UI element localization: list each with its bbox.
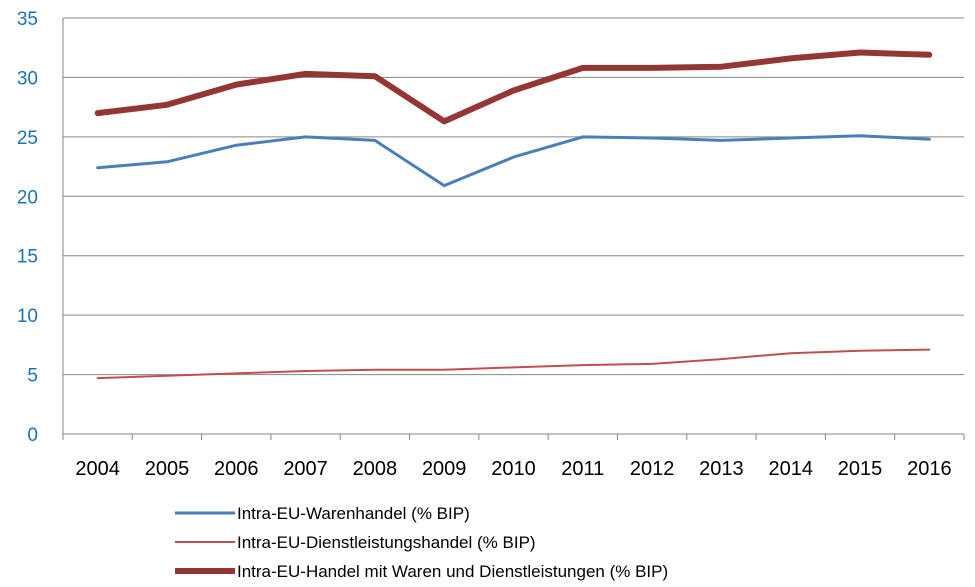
y-tick-label: 35 xyxy=(17,9,38,30)
series-lines xyxy=(94,49,933,380)
x-tick-label: 2013 xyxy=(699,458,744,480)
y-tick-label: 20 xyxy=(17,187,38,208)
x-tick-label: 2004 xyxy=(75,458,120,480)
x-tick-label: 2012 xyxy=(630,458,675,480)
y-tick-label: 30 xyxy=(17,68,38,89)
gridlines xyxy=(63,17,964,376)
y-tick-label: 0 xyxy=(27,425,38,446)
series-line-2 xyxy=(96,348,931,380)
series-line-1 xyxy=(96,134,931,188)
y-tick-label: 15 xyxy=(17,247,38,268)
x-tick-label: 2014 xyxy=(768,458,813,480)
legend-label: Intra-EU-Dienstleistungshandel (% BIP) xyxy=(237,533,536,552)
x-axis-ticks: 2004 2005 2006 2007 2008 2009 2010 2011 2012 2013… xyxy=(75,458,951,480)
legend-label: Intra-EU-Handel mit Waren und Dienstleis… xyxy=(237,562,668,581)
y-axis-ticks: 0 5 10 15 20 25 30 35 xyxy=(17,9,38,446)
series-line-3 xyxy=(94,49,933,125)
axes xyxy=(62,18,965,440)
y-tick-label: 25 xyxy=(17,128,38,149)
legend-label: Intra-EU-Warenhandel (% BIP) xyxy=(237,504,470,523)
x-tick-label: 2009 xyxy=(422,458,467,480)
y-tick-label: 5 xyxy=(27,366,38,387)
x-tick-label: 2016 xyxy=(907,458,952,480)
x-tick-label: 2005 xyxy=(145,458,190,480)
y-tick-label: 10 xyxy=(17,306,38,327)
legend: Intra-EU-Warenhandel (% BIP) Intra-EU-Die… xyxy=(175,504,668,581)
x-tick-label: 2007 xyxy=(283,458,328,480)
x-tick-label: 2010 xyxy=(491,458,536,480)
x-tick-label: 2015 xyxy=(838,458,883,480)
x-tick-label: 2008 xyxy=(353,458,398,480)
x-tick-label: 2006 xyxy=(214,458,259,480)
x-tick-label: 2011 xyxy=(561,458,604,480)
